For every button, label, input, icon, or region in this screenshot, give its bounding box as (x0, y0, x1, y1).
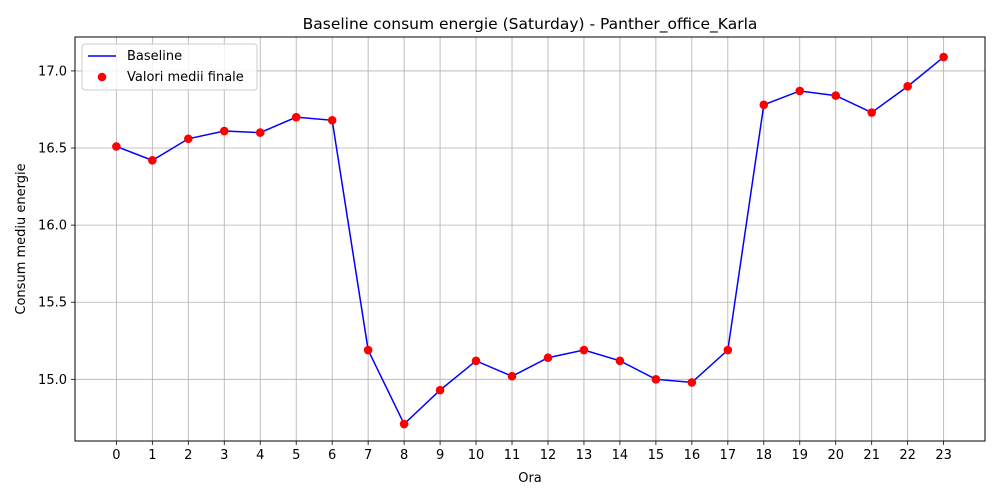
data-point (795, 86, 805, 96)
x-tick-label: 8 (400, 448, 408, 463)
legend-label-valori-medii-finale: Valori medii finale (127, 70, 244, 85)
chart-title: Baseline consum energie (Saturday) - Pan… (303, 15, 758, 34)
x-axis: 0 1 2 3 4 5 6 7 8 9 10 11 12 13 14 15 16 17 18 19 20 21 22 23 (112, 441, 952, 463)
data-point (723, 345, 733, 355)
data-point (471, 356, 481, 366)
data-point (687, 378, 697, 387)
axes-frame (74, 36, 986, 442)
data-point (219, 126, 229, 136)
y-tick-label: 16.0 (38, 219, 67, 234)
x-tick-label: 10 (468, 448, 485, 463)
data-point (363, 345, 373, 355)
x-tick-label: 12 (540, 448, 557, 463)
y-tick-label: 17.0 (38, 64, 67, 79)
x-tick-label: 0 (112, 448, 120, 463)
legend: Baseline Valori medii finale (81, 43, 258, 91)
data-point (759, 100, 769, 110)
data-point (112, 142, 121, 151)
plot-marks (112, 52, 948, 429)
x-tick-label: 5 (292, 448, 300, 463)
y-axis-label: Consum mediu energie (14, 163, 29, 314)
y-tick-label: 15.5 (38, 296, 67, 311)
y-axis: 15.0 15.5 16.0 16.5 17.0 (38, 64, 75, 388)
x-tick-label: 21 (863, 448, 880, 463)
data-point (291, 112, 301, 122)
x-tick-label: 18 (756, 448, 773, 463)
data-point (435, 385, 445, 395)
data-point (615, 356, 625, 366)
data-point (507, 371, 517, 381)
y-tick-label: 15.0 (38, 373, 67, 388)
x-tick-label: 23 (935, 448, 952, 463)
legend-swatch-valori-medii-finale (97, 72, 107, 82)
x-tick-label: 22 (899, 448, 916, 463)
data-point (903, 82, 912, 91)
x-tick-label: 19 (791, 448, 808, 463)
x-tick-label: 2 (184, 448, 192, 463)
x-tick-label: 13 (576, 448, 593, 463)
x-tick-label: 20 (827, 448, 844, 463)
x-tick-label: 16 (684, 448, 701, 463)
x-tick-label: 6 (328, 448, 336, 463)
data-point (939, 52, 948, 62)
data-point (579, 345, 589, 355)
x-tick-label: 11 (504, 448, 521, 463)
x-tick-label: 3 (220, 448, 228, 463)
series-line-baseline (116, 56, 945, 426)
data-point (831, 91, 841, 100)
grid-lines (75, 37, 985, 441)
data-point (399, 419, 409, 429)
x-tick-label: 14 (612, 448, 629, 463)
x-tick-label: 17 (720, 448, 737, 463)
legend-box (81, 43, 258, 91)
data-point (148, 156, 157, 165)
x-tick-label: 1 (148, 448, 156, 463)
x-tick-label: 7 (364, 448, 372, 463)
data-point (651, 375, 661, 384)
data-point (867, 108, 876, 117)
x-axis-label: Ora (518, 471, 542, 486)
data-point (255, 128, 265, 137)
data-point (184, 134, 193, 144)
legend-label-baseline: Baseline (127, 49, 182, 64)
data-point (543, 353, 553, 363)
y-tick-label: 16.5 (38, 142, 67, 157)
x-tick-label: 15 (648, 448, 665, 463)
x-tick-label: 9 (436, 448, 444, 463)
data-point (327, 115, 337, 125)
x-tick-label: 4 (256, 448, 264, 463)
